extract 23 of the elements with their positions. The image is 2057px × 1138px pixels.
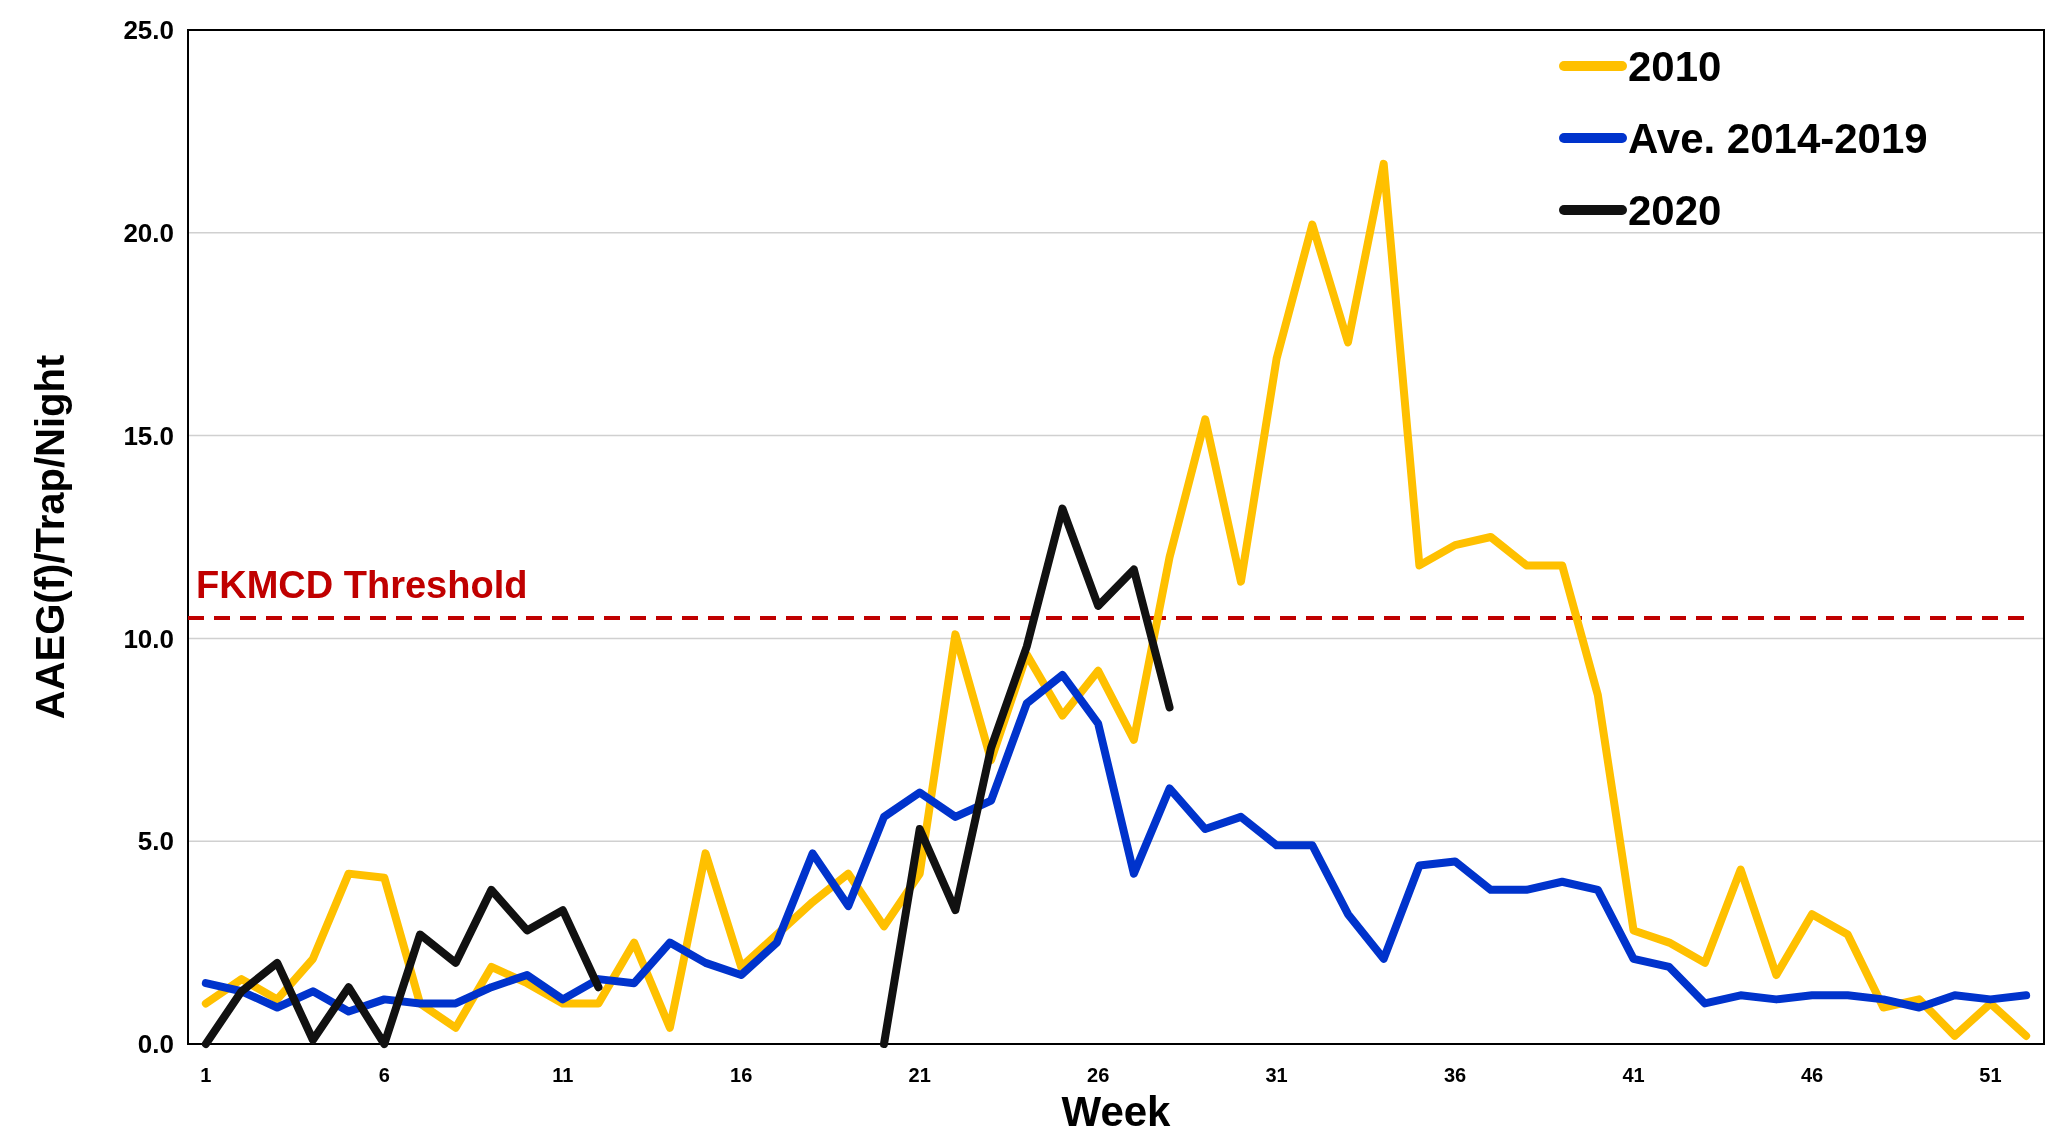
x-tick-label: 6 <box>378 1064 390 1086</box>
legend-label: 2020 <box>1628 186 1722 234</box>
x-tick-label: 46 <box>1800 1064 1824 1086</box>
legend-label: Ave. 2014-2019 <box>1628 114 1928 162</box>
x-tick-label: 21 <box>908 1064 931 1086</box>
legend-label: 2010 <box>1628 42 1722 90</box>
x-tick-label: 36 <box>1443 1064 1467 1086</box>
ref-line-label: FKMCD Threshold <box>196 564 528 607</box>
x-tick-label: 31 <box>1265 1064 1288 1086</box>
x-tick-label: 1 <box>200 1064 212 1086</box>
x-axis-title: Week <box>1061 1088 1172 1135</box>
y-tick-label: 15.0 <box>123 420 174 451</box>
y-tick-label: 0.0 <box>137 1029 174 1060</box>
x-tick-label: 26 <box>1087 1064 1110 1086</box>
y-axis-title: AAEG(f)/Trap/Night <box>28 354 72 720</box>
y-tick-label: 10.0 <box>123 623 174 654</box>
y-tick-label: 25.0 <box>123 15 174 46</box>
y-tick-label: 5.0 <box>137 826 174 857</box>
x-tick-label: 11 <box>552 1064 574 1086</box>
x-tick-label: 16 <box>730 1064 753 1086</box>
x-tick-label: 51 <box>1979 1064 2002 1086</box>
y-tick-label: 20.0 <box>123 217 174 248</box>
x-tick-label: 41 <box>1622 1064 1645 1086</box>
